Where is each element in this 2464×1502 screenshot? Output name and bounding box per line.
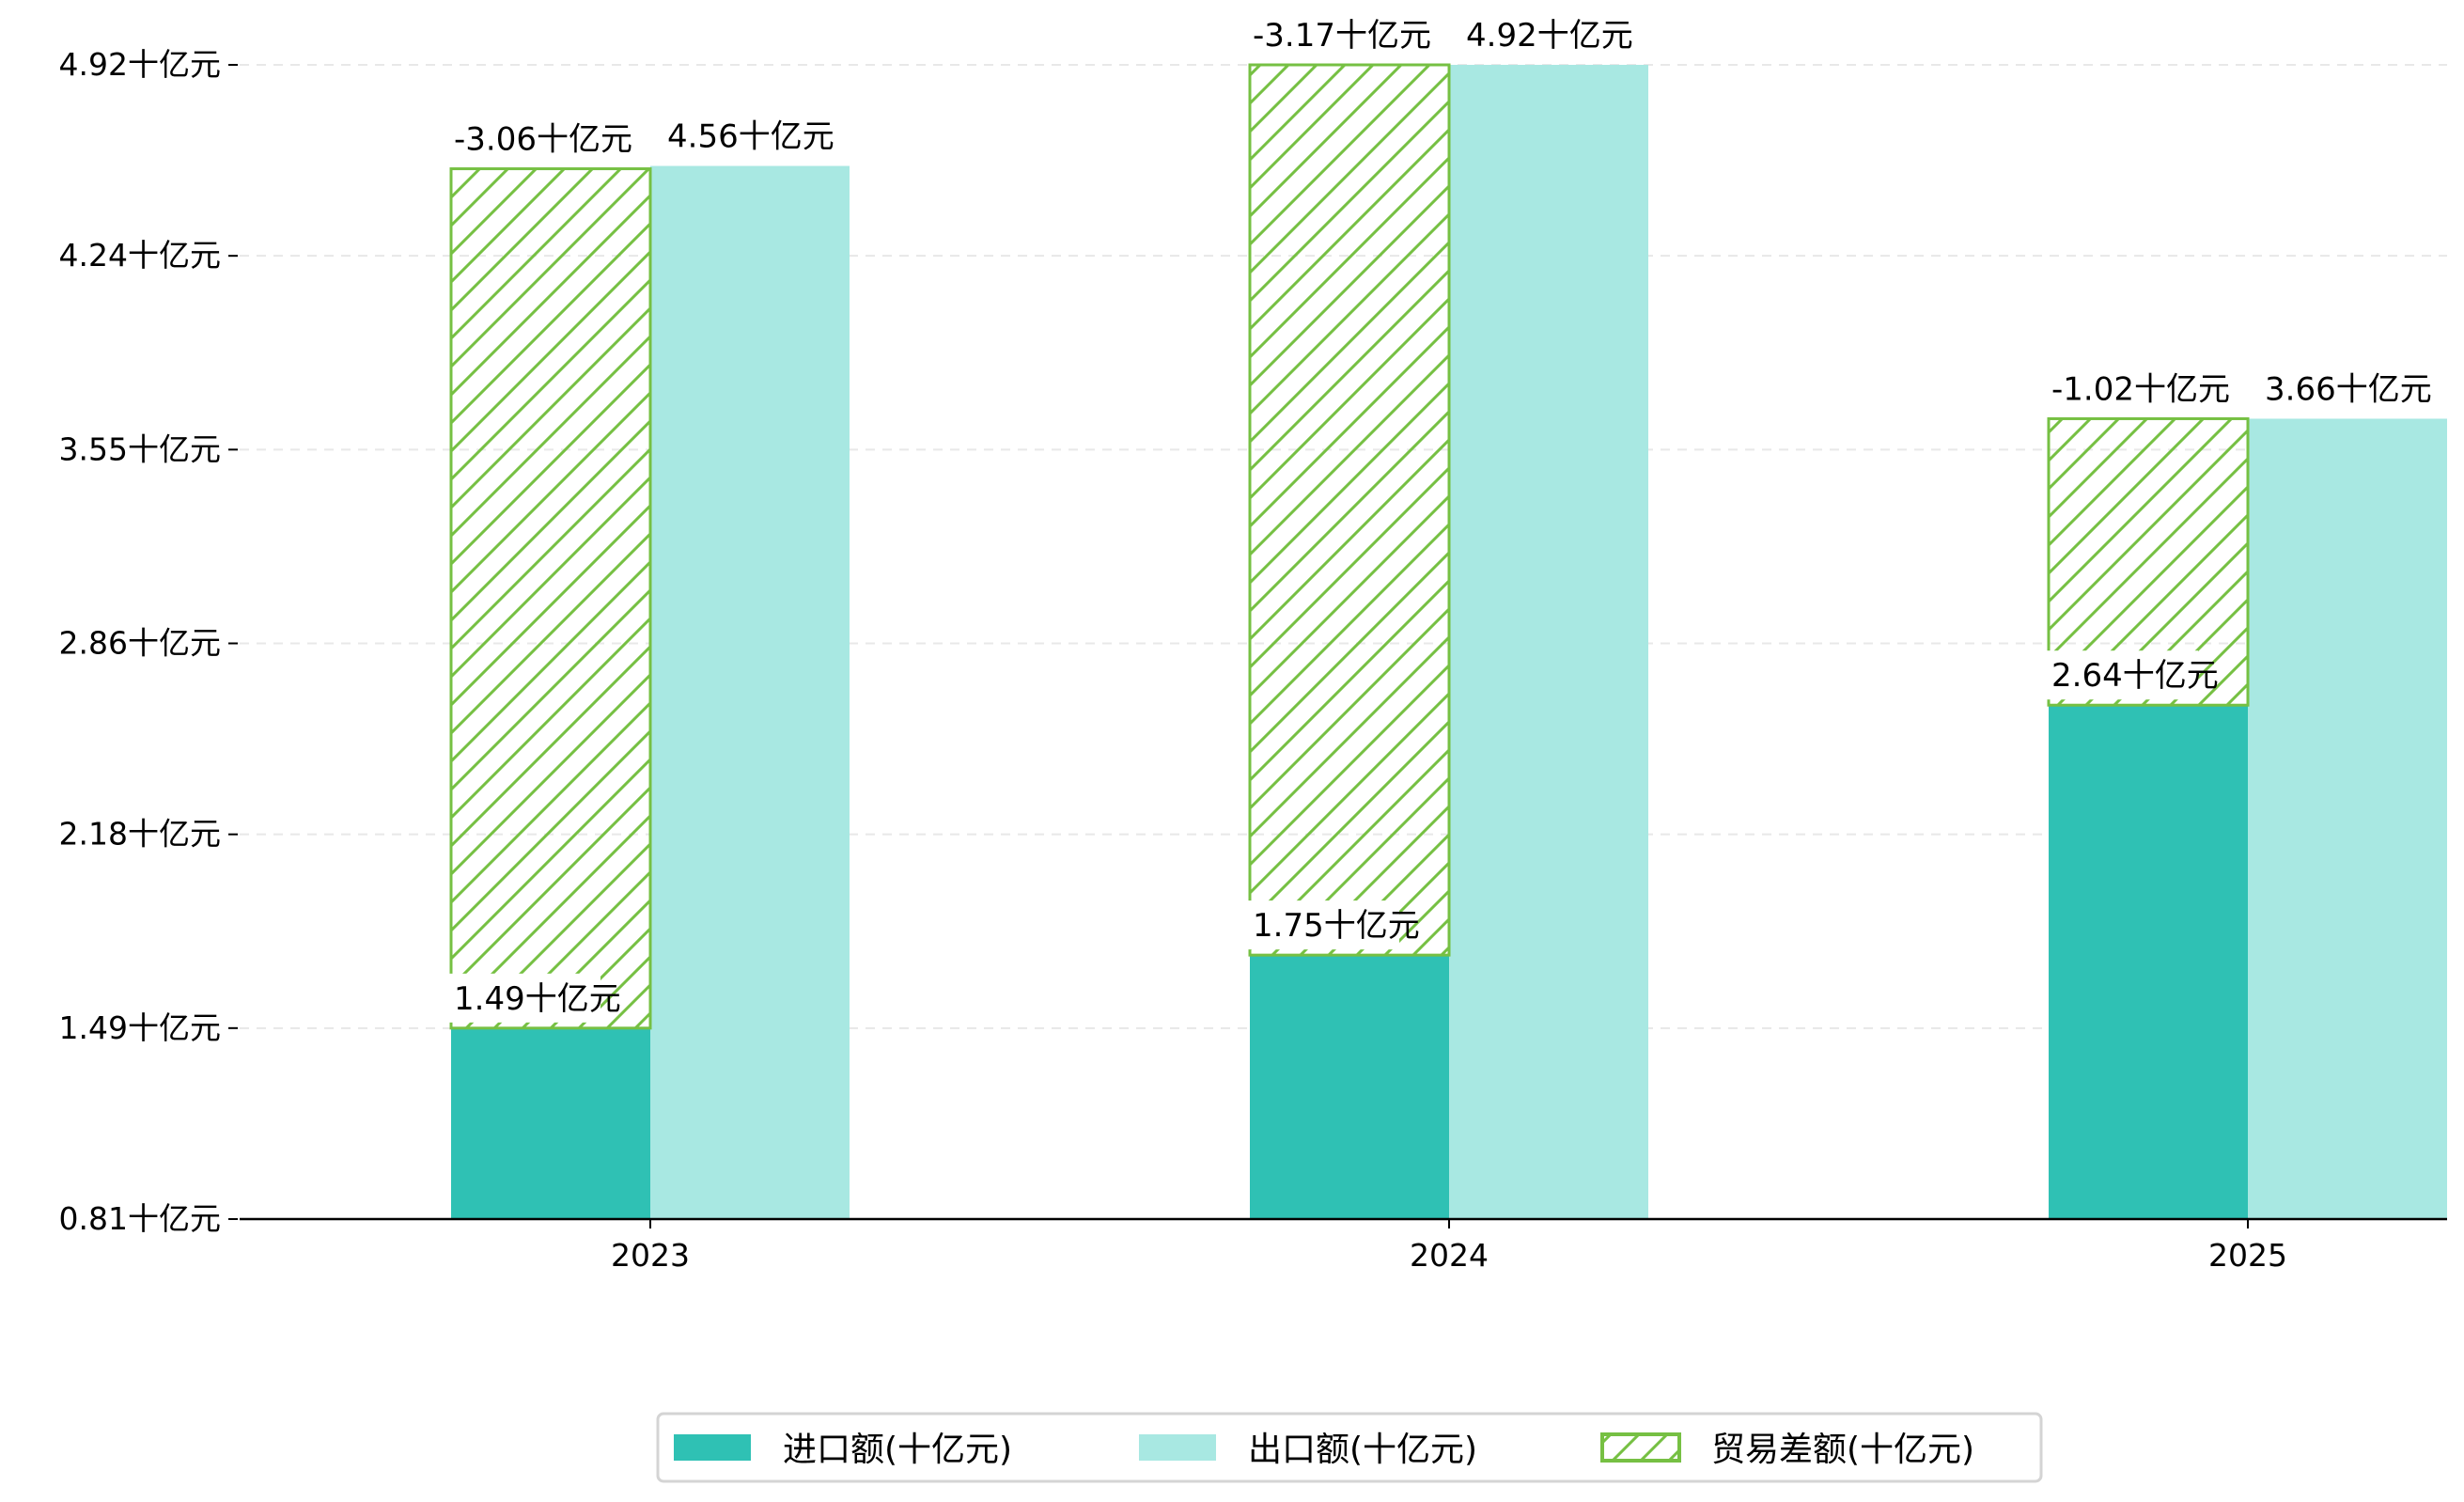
legend-label: 出口额(十亿元) (1248, 1431, 1477, 1469)
export-value-label: 3.66十亿元 (2265, 370, 2432, 408)
y-tick-label: 0.81十亿元 (59, 1200, 221, 1237)
trade-balance-value-label-bg (2044, 364, 2217, 414)
x-tick-label: 2024 (1410, 1237, 1489, 1274)
trade-balance-bar (1248, 63, 1451, 957)
import-value-label-bg (2044, 650, 2198, 700)
export-value-label-bg (1458, 10, 1613, 59)
y-tick-label: 4.24十亿元 (59, 237, 221, 274)
legend-label: 进口额(十亿元) (783, 1431, 1012, 1469)
legend-swatch (674, 1434, 751, 1461)
y-tick-label: 2.86十亿元 (59, 624, 221, 661)
import-value-label: 1.49十亿元 (454, 980, 621, 1018)
trade-balance-value-label: -3.17十亿元 (1253, 17, 1431, 55)
export-bar (2248, 418, 2447, 1219)
legend-swatch (1139, 1434, 1216, 1461)
import-bar (2049, 705, 2248, 1219)
x-tick-label: 2023 (611, 1237, 690, 1274)
export-value-label-bg (2257, 364, 2411, 414)
legend: 进口额(十亿元) 出口额(十亿元) 贸易差额(十亿元) (656, 1412, 2043, 1483)
import-value-label-bg (1245, 900, 1399, 950)
trade-balance-value-label: -1.02十亿元 (2051, 370, 2230, 408)
y-tick-label: 1.49十亿元 (59, 1009, 221, 1046)
x-tick-label: 2025 (2208, 1237, 2287, 1274)
trade-balance-value-label-bg (1245, 10, 1418, 59)
import-value-label: 1.75十亿元 (1253, 907, 1420, 945)
import-value-label: 2.64十亿元 (2051, 657, 2219, 695)
legend-swatch (1600, 1432, 1681, 1463)
import-value-label-bg (446, 973, 600, 1023)
trade-balance-bar (449, 167, 652, 1030)
import-bar (451, 1027, 650, 1219)
import-bar (1250, 955, 1449, 1219)
y-tick-label: 4.92十亿元 (59, 46, 221, 83)
y-tick-label: 3.55十亿元 (59, 430, 221, 467)
export-value-label-bg (660, 111, 814, 161)
export-value-label: 4.92十亿元 (1466, 17, 1633, 55)
trade-balance-value-label-bg (446, 114, 619, 164)
legend-frame (656, 1412, 2043, 1483)
legend-label: 贸易差额(十亿元) (1711, 1431, 1974, 1469)
export-bar (1449, 65, 1648, 1219)
trade-balance-value-label: -3.06十亿元 (454, 121, 632, 159)
export-value-label: 4.56十亿元 (667, 118, 834, 156)
export-bar (650, 165, 850, 1220)
y-tick-label: 2.18十亿元 (59, 816, 221, 853)
